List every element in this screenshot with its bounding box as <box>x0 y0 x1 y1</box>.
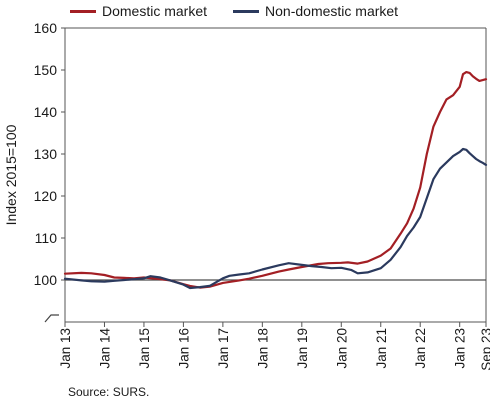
x-tick-label: Jan 18 <box>255 328 270 369</box>
y-tick-label: 160 <box>34 20 58 36</box>
y-axis-title: Index 2015=100 <box>3 124 19 225</box>
x-tick-label: Jan 19 <box>295 328 310 369</box>
x-tick-label: Jan 13 <box>58 328 73 369</box>
x-tick-label: Jan 16 <box>176 328 191 369</box>
legend-item-non-domestic: Non-domestic market <box>233 3 398 19</box>
legend-swatch-non-domestic <box>233 9 260 13</box>
y-tick-label: 150 <box>34 62 58 78</box>
legend-label-domestic: Domestic market <box>102 3 208 19</box>
x-tick-label: Jan 21 <box>374 328 389 369</box>
chart-legend: Domestic market Non-domestic market <box>70 3 398 19</box>
x-tick-label: Jan 14 <box>97 328 112 369</box>
legend-swatch-domestic <box>70 9 96 13</box>
x-tick-label: Jan 20 <box>334 328 349 369</box>
legend-item-domestic: Domestic market <box>70 3 207 19</box>
y-tick-label: 120 <box>34 188 58 204</box>
axis-break-mark <box>44 314 59 323</box>
y-tick-label: 140 <box>34 104 58 120</box>
x-tick-label: Jan 15 <box>137 328 152 369</box>
y-tick-label: 100 <box>34 272 58 288</box>
series-line-non-domestic <box>63 147 488 290</box>
y-tick-label: 110 <box>35 230 58 246</box>
source-note: Source: SURS. <box>68 385 150 399</box>
x-tick-label: Jan 17 <box>216 328 231 369</box>
x-tick-label: Jan 23 <box>453 328 468 369</box>
series-line-domestic <box>63 71 488 289</box>
y-tick-label: 130 <box>34 146 58 162</box>
x-tick-label: Sep 23 <box>479 328 490 371</box>
x-tick-label: Jan 22 <box>413 328 428 369</box>
legend-label-non-domestic: Non-domestic market <box>265 3 399 19</box>
